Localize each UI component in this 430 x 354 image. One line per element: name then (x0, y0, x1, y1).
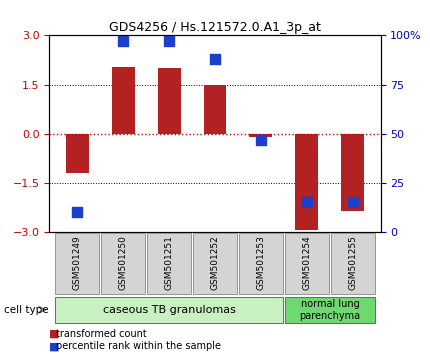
Title: GDS4256 / Hs.121572.0.A1_3p_at: GDS4256 / Hs.121572.0.A1_3p_at (109, 21, 321, 34)
Bar (286, 297, 375, 323)
Text: ■: ■ (49, 341, 60, 351)
Point (304, 200, 310, 205)
Text: GSM501250: GSM501250 (119, 235, 128, 290)
Point (212, 56, 218, 62)
Bar (147, 233, 190, 294)
Point (74, 210, 80, 215)
Text: ■: ■ (49, 329, 60, 339)
Text: transformed count: transformed count (56, 329, 147, 339)
Bar (55, 297, 283, 323)
Bar (249, 133, 273, 137)
Bar (295, 133, 319, 230)
Point (350, 200, 356, 205)
Text: caseous TB granulomas: caseous TB granulomas (103, 305, 236, 315)
Bar (101, 233, 144, 294)
Bar (332, 233, 375, 294)
Bar (240, 233, 283, 294)
Text: GSM501251: GSM501251 (165, 235, 174, 290)
Point (258, 137, 264, 142)
Text: GSM501255: GSM501255 (348, 235, 357, 290)
Text: normal lung
parenchyma: normal lung parenchyma (299, 299, 360, 321)
Bar (111, 67, 135, 133)
Text: GSM501254: GSM501254 (302, 235, 311, 290)
Text: cell type: cell type (4, 305, 49, 315)
Bar (194, 233, 236, 294)
Text: GSM501252: GSM501252 (211, 235, 219, 290)
Text: GSM501249: GSM501249 (73, 235, 82, 290)
Text: percentile rank within the sample: percentile rank within the sample (56, 341, 221, 351)
Bar (203, 85, 227, 133)
Point (166, 39, 172, 44)
Bar (55, 233, 98, 294)
Bar (65, 133, 89, 173)
Point (120, 39, 126, 44)
Text: GSM501253: GSM501253 (256, 235, 265, 290)
Bar (157, 68, 181, 133)
Bar (286, 233, 329, 294)
Bar (341, 133, 365, 211)
